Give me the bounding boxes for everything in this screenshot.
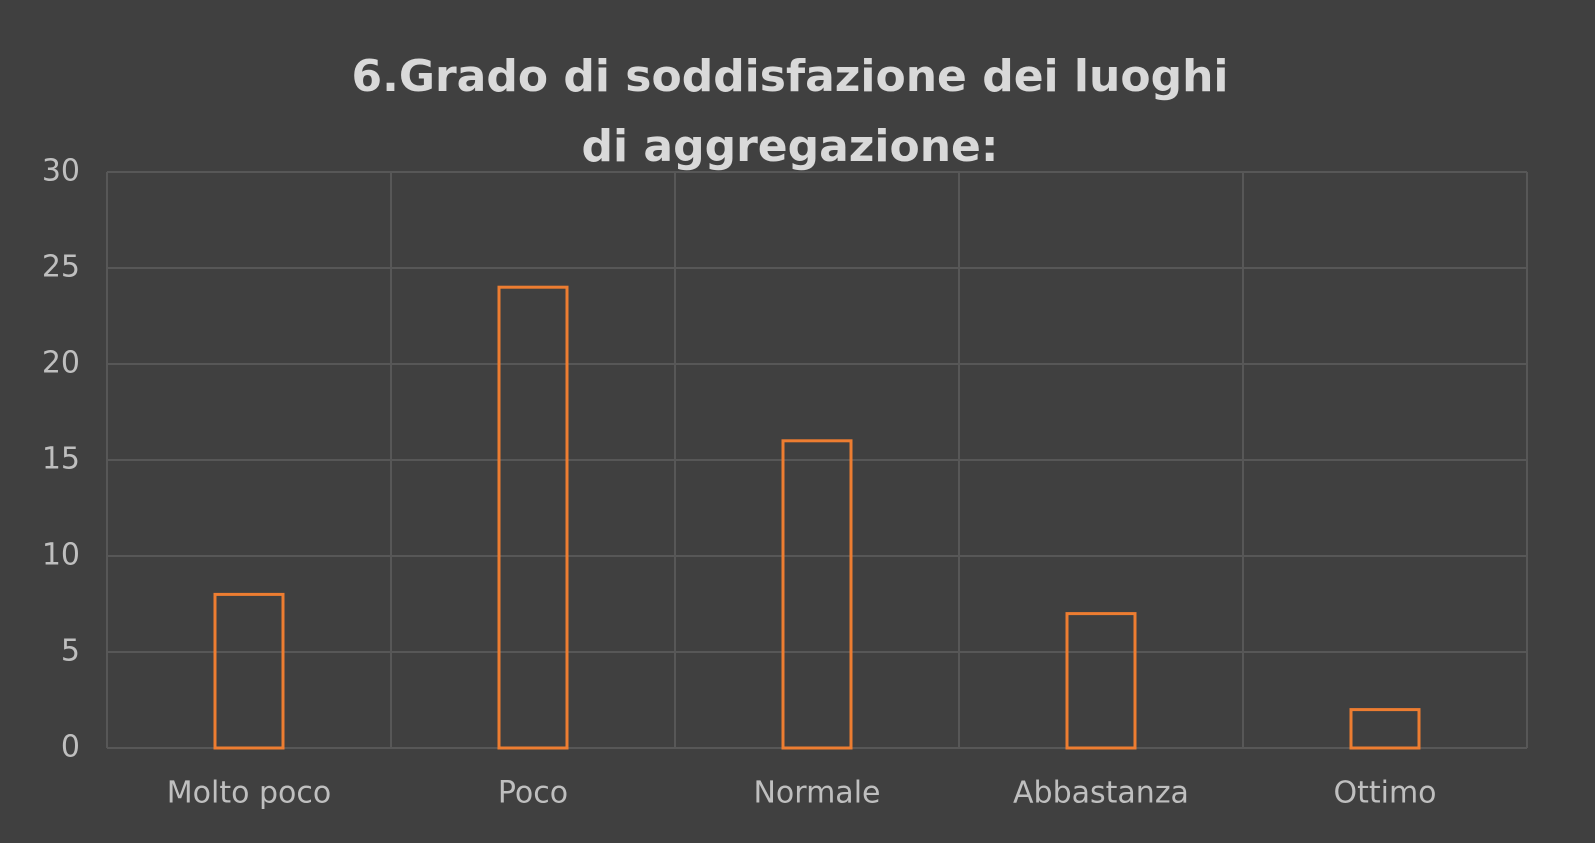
y-tick-label: 20: [42, 346, 80, 381]
chart-title: 6.Grado di soddisfazione dei luoghi di a…: [351, 51, 1229, 172]
x-tick-label: Poco: [498, 776, 568, 811]
y-tick-label: 5: [61, 634, 80, 669]
bar: [213, 592, 285, 750]
y-tick-label: 10: [42, 538, 80, 573]
bar: [781, 439, 853, 750]
y-tick-label: 30: [42, 154, 80, 189]
y-tick-label: 0: [61, 730, 80, 765]
x-tick-label: Ottimo: [1333, 776, 1436, 811]
x-tick-label: Molto poco: [167, 776, 331, 811]
x-tick-label: Abbastanza: [1013, 776, 1189, 811]
y-tick-label: 25: [42, 250, 80, 285]
bar: [497, 285, 569, 750]
bar: [1065, 612, 1137, 750]
y-tick-label: 15: [42, 442, 80, 477]
x-tick-label: Normale: [753, 776, 880, 811]
bar: [1349, 708, 1421, 750]
